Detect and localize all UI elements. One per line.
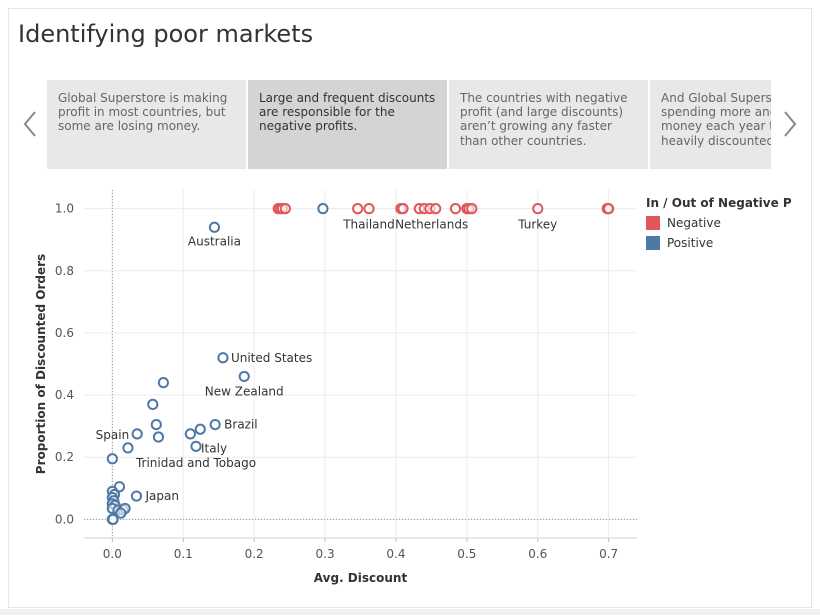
story-navigator: Global Superstore is making profit in mo… bbox=[47, 80, 771, 169]
legend-item-positive[interactable]: Positive bbox=[646, 236, 816, 250]
color-legend: In / Out of Negative Pro... Negative Pos… bbox=[646, 196, 816, 250]
story-point-text: The countries with negative profit (and … bbox=[460, 91, 628, 148]
legend-label: Positive bbox=[667, 236, 714, 250]
legend-swatch bbox=[646, 216, 660, 230]
story-point-2[interactable]: Large and frequent discounts are respons… bbox=[248, 80, 447, 169]
story-point-text: Global Superstore is making profit in mo… bbox=[58, 91, 228, 134]
next-story-button[interactable] bbox=[777, 108, 801, 140]
story-point-1[interactable]: Global Superstore is making profit in mo… bbox=[47, 80, 246, 169]
story-point-text: Large and frequent discounts are respons… bbox=[259, 91, 436, 134]
page-title: Identifying poor markets bbox=[18, 20, 314, 48]
legend-swatch bbox=[646, 236, 660, 250]
story-point-4[interactable]: And Global Superstore is spending more a… bbox=[650, 80, 771, 169]
previous-story-button[interactable] bbox=[19, 108, 43, 140]
chevron-left-icon bbox=[23, 111, 36, 137]
legend-item-negative[interactable]: Negative bbox=[646, 216, 816, 230]
chevron-right-icon bbox=[784, 111, 797, 137]
legend-title: In / Out of Negative Pro... bbox=[646, 196, 791, 210]
legend-label: Negative bbox=[667, 216, 721, 230]
bottom-scrollbar[interactable] bbox=[0, 609, 820, 615]
story-point-text: And Global Superstore is spending more a… bbox=[661, 91, 771, 148]
dashboard-frame bbox=[8, 8, 812, 608]
story-point-3[interactable]: The countries with negative profit (and … bbox=[449, 80, 648, 169]
